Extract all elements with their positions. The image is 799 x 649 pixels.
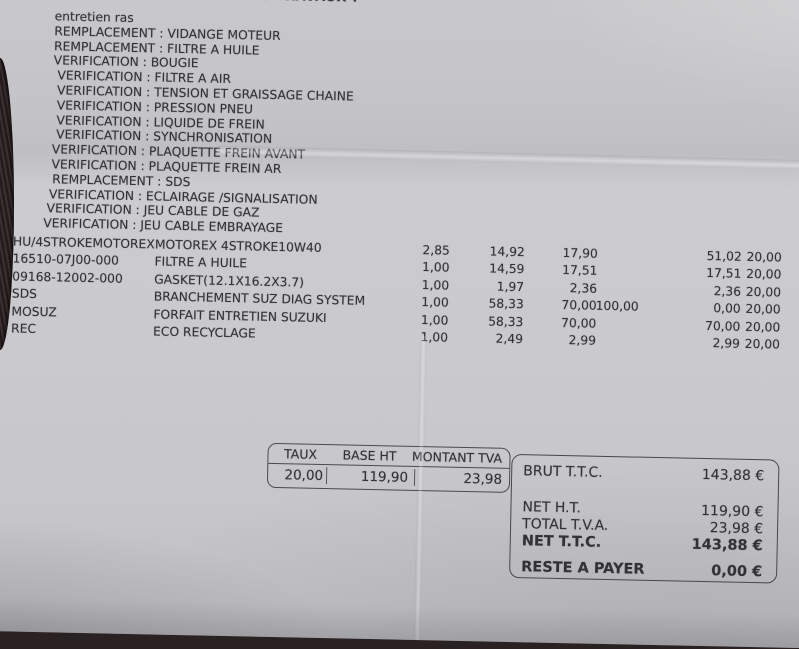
- item-description: ECO RECYCLAGE: [152, 324, 256, 341]
- item-description: FILTRE A HUILE: [154, 254, 248, 271]
- item-code: 09168-12002-000: [12, 269, 123, 286]
- work-list: entretien ras REMPLACEMENT : VIDANGE MOT…: [43, 9, 485, 240]
- paper-bottom-shadow: [0, 596, 799, 649]
- total-value: 0,00 €: [711, 563, 763, 581]
- total-label: RESTE A PAYER: [521, 559, 645, 578]
- item-quantity: 1,00: [421, 260, 450, 275]
- vat-table-values: 20,00 119,90 23,98: [268, 464, 509, 492]
- item-quantity: 1,00: [420, 313, 449, 328]
- item-code: REC: [10, 321, 37, 336]
- vat-base-ht-value: 119,90: [360, 468, 409, 486]
- item-unit-price-ttc: 70,00: [560, 315, 597, 331]
- total-row-brut-ttc: BRUT T.T.C. 143,88 €: [512, 463, 778, 484]
- item-vat-rate: 20,00: [746, 266, 782, 282]
- item-description: FORFAIT ENTRETIEN SUZUKI: [153, 307, 327, 326]
- total-value: 23,98 €: [709, 520, 764, 538]
- item-code: MOSUZ: [11, 304, 57, 320]
- item-vat-rate: 20,00: [746, 249, 782, 265]
- total-label: NET H.T.: [522, 499, 582, 517]
- column-divider: [413, 468, 416, 486]
- item-quantity: 2,85: [422, 243, 450, 258]
- vat-summary-table: TAUX BASE HT MONTANT TVA 20,00 119,90 23…: [266, 442, 511, 493]
- item-quantity: 1,00: [421, 295, 449, 310]
- total-value: 119,90 €: [700, 502, 764, 521]
- item-vat-rate: 20,00: [745, 301, 781, 317]
- vat-header-taux: TAUX: [283, 446, 318, 462]
- item-code: HU/4STROKEMOTOREX: [12, 234, 155, 252]
- item-quantity: 1,00: [421, 278, 450, 293]
- item-vat-rate: 20,00: [744, 319, 781, 335]
- item-code: 16510-07J00-000: [12, 251, 120, 268]
- item-quantity: 1,00: [420, 330, 449, 345]
- item-unit-price-ht: 58,33: [488, 296, 524, 312]
- vat-header-base-ht: BASE HT: [342, 447, 397, 464]
- background-edge: [0, 58, 14, 350]
- item-unit-price-ht: 14,59: [489, 261, 525, 277]
- item-unit-price-ht: 1,97: [496, 279, 525, 295]
- total-label: TOTAL T.V.A.: [521, 516, 609, 535]
- section-title-detail-travaux: DETAIL DES TRAVAUX :: [180, 0, 358, 6]
- total-value: 143,88 €: [691, 536, 763, 555]
- vat-amount-value: 23,98: [463, 470, 503, 488]
- item-discount: 100,00: [595, 298, 639, 314]
- total-value: 143,88 €: [701, 466, 765, 485]
- item-unit-price-ht: 58,33: [488, 314, 524, 330]
- total-label: NET T.T.C.: [521, 533, 602, 551]
- item-unit-price-ht: 2,49: [495, 331, 524, 347]
- item-code: SDS: [11, 286, 38, 301]
- vat-rate-value: 20,00: [284, 467, 324, 485]
- item-unit-price-ttc: 17,90: [562, 246, 598, 261]
- total-row-reste-a-payer: RESTE A PAYER 0,00 €: [510, 559, 776, 580]
- item-unit-price-ttc: 2,36: [569, 281, 598, 296]
- item-unit-price-ttc: 2,99: [568, 333, 597, 348]
- totals-box: BRUT T.T.C. 143,88 € NET H.T. 119,90 € T…: [508, 453, 780, 584]
- item-vat-rate: 20,00: [744, 336, 781, 352]
- item-description: MOTOREX 4STROKE10W40: [154, 237, 322, 255]
- total-label: BRUT T.T.C.: [523, 463, 603, 481]
- item-vat-rate: 20,00: [745, 284, 782, 300]
- total-row-net-ht: NET H.T. 119,90 €: [512, 499, 778, 520]
- item-unit-price-ht: 14,92: [489, 244, 525, 260]
- item-description: GASKET(12.1X16.2X3.7): [154, 272, 305, 290]
- item-unit-price-ttc: 17,51: [562, 262, 598, 278]
